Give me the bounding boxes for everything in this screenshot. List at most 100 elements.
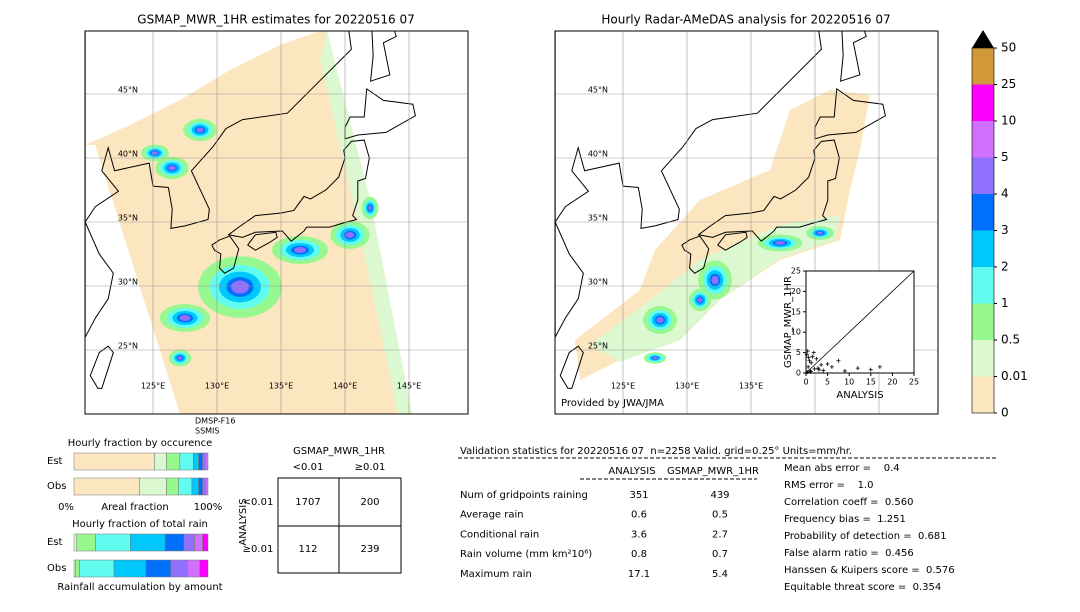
colorbar-label: 3 — [1001, 223, 1009, 237]
fraction-segment — [113, 559, 147, 578]
axis-label: 0% — [58, 502, 74, 513]
scatter-point — [808, 368, 813, 373]
scatter-point — [821, 368, 826, 373]
colorbar-label: 5 — [1001, 150, 1009, 164]
colorbar-label: 25 — [1001, 77, 1016, 91]
map-title: Hourly Radar-AMeDAS analysis for 2022051… — [601, 13, 890, 27]
fraction-segment — [166, 477, 179, 496]
fraction-segment — [73, 477, 140, 496]
colorbar-label: 2 — [1001, 260, 1009, 274]
stats-value: 2.7 — [712, 529, 728, 540]
panel-title: Hourly fraction by occurence — [68, 438, 212, 449]
lat-label: 30°N — [118, 278, 138, 287]
colorbar-label: 4 — [1001, 187, 1009, 201]
fraction-segment — [202, 452, 206, 471]
fraction-segment — [193, 452, 199, 471]
fraction-segment — [170, 559, 188, 578]
sensor-note: SSMIS — [195, 427, 220, 436]
stats-header: Validation statistics for 20220516 07 n=… — [460, 446, 852, 457]
fraction-segment — [198, 477, 203, 496]
score: Frequency bias = 1.251 — [784, 514, 906, 525]
stats-value: 0.6 — [631, 510, 647, 521]
row-label: Obs — [47, 563, 66, 574]
colorbar-label: 0.5 — [1001, 333, 1020, 347]
scatter-point — [836, 358, 841, 363]
stats-label: Rain volume (mm km²10⁶) — [460, 549, 592, 560]
row-label: Est — [47, 456, 63, 467]
score: Probability of detection = 0.681 — [784, 531, 947, 542]
score: RMS error = 1.0 — [784, 480, 874, 491]
coastline — [247, 231, 278, 251]
colorbar-segment — [972, 84, 994, 121]
scatter-point — [806, 364, 811, 369]
coastline — [85, 31, 352, 338]
rain-cell — [177, 356, 183, 360]
scatter-point — [855, 366, 860, 371]
coastline — [89, 345, 114, 389]
light-rain-area — [320, 31, 412, 414]
sensor-note: DMSP-F16 — [195, 417, 235, 426]
fraction-segment — [73, 452, 155, 471]
rain-cell — [775, 241, 785, 245]
map-panel — [84, 30, 469, 415]
score: Equitable threat score = 0.354 — [784, 582, 941, 593]
scatter-point — [810, 354, 815, 359]
y-tick-label: 25 — [791, 267, 801, 276]
lon-label: 125°E — [141, 382, 165, 391]
stats-value: 3.6 — [631, 529, 647, 540]
colorbar-label: 1 — [1001, 296, 1009, 310]
stats-label: Num of gridpoints raining — [460, 490, 588, 501]
lat-label: 30°N — [588, 278, 608, 287]
fraction-segment — [205, 452, 209, 471]
fraction-segment — [145, 559, 171, 578]
fraction-segment — [187, 559, 200, 578]
table-cell: 112 — [298, 544, 317, 555]
axis-label: 100% — [194, 502, 223, 513]
fraction-segment — [202, 533, 209, 552]
scatter-point — [877, 364, 882, 369]
map-frame — [554, 30, 939, 415]
coastline — [814, 87, 886, 140]
rain-cell — [368, 205, 372, 211]
coastline — [370, 31, 397, 82]
scatter-point — [805, 348, 810, 353]
colorbar-segment — [972, 194, 994, 231]
x-tick-label: 10 — [844, 378, 854, 387]
score: Correlation coeff = 0.560 — [784, 497, 914, 508]
x-tick-label: 20 — [887, 378, 897, 387]
colorbar-label: 50 — [1001, 41, 1016, 55]
map-content — [85, 31, 468, 414]
x-tick-label: 15 — [866, 378, 876, 387]
fraction-segment — [194, 533, 203, 552]
panel-title: Hourly fraction of total rain — [72, 519, 208, 530]
y-tick-label: 15 — [791, 307, 801, 316]
score: False alarm ratio = 0.456 — [784, 548, 914, 559]
scatter-point — [842, 368, 847, 373]
stats-value: 351 — [629, 490, 648, 501]
stats-column: ANALYSIS — [608, 466, 655, 477]
stats-label: Conditional rain — [460, 529, 539, 540]
rain-cell — [656, 317, 664, 323]
credit: Provided by JWA/JMA — [561, 398, 664, 409]
coastline — [697, 139, 840, 242]
coastline — [559, 345, 584, 389]
stats-column: GSMAP_MWR_1HR — [667, 466, 759, 477]
stats-value: 0.7 — [712, 549, 728, 560]
colorbar-label: 0 — [1001, 406, 1009, 420]
lat-label: 40°N — [118, 150, 138, 159]
y-tick-label: 0 — [796, 369, 801, 378]
coastline — [227, 139, 370, 242]
fraction-segment — [205, 477, 209, 496]
diagonal — [805, 270, 915, 374]
coastline — [344, 87, 416, 140]
rain-cell — [196, 127, 204, 133]
fraction-segment — [202, 477, 206, 496]
lon-label: 125°E — [611, 382, 635, 391]
rain-cell — [294, 247, 306, 253]
coastline — [717, 231, 748, 251]
row-label: Obs — [47, 481, 66, 492]
colorbar-segment — [972, 157, 994, 194]
lon-label: 135°E — [269, 382, 293, 391]
rain-cell — [152, 151, 158, 155]
